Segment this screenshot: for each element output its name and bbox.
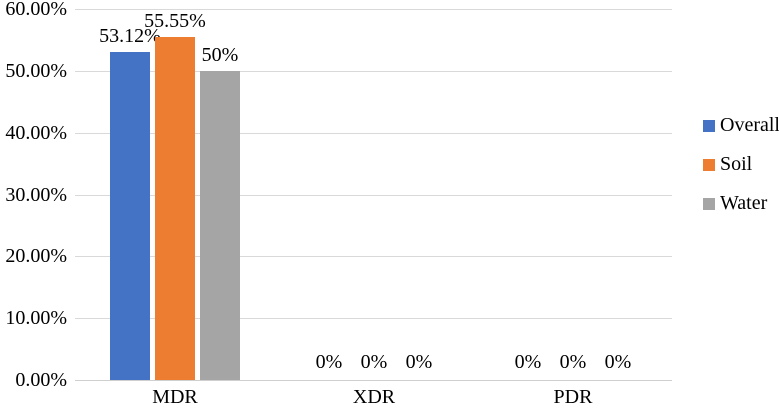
legend-label-soil: Soil — [720, 153, 753, 175]
legend-swatch-water — [703, 197, 715, 210]
x-axis-category-label: PDR — [553, 386, 593, 408]
legend-item-overall: Overall — [703, 114, 779, 137]
y-axis-tick-label: 40.00% — [5, 122, 67, 144]
y-axis-tick-label: 10.00% — [5, 307, 67, 329]
x-axis-category-label: XDR — [352, 386, 396, 408]
gridline — [75, 9, 672, 10]
legend-item-water: Water — [703, 192, 779, 215]
gridline — [75, 195, 672, 196]
y-axis-tick-label: 20.00% — [5, 245, 67, 267]
bar-water-mdr — [200, 71, 240, 380]
y-axis-tick-label: 30.00% — [5, 184, 67, 206]
data-label-soil-pdr: 0% — [559, 351, 587, 373]
data-label-overall-pdr: 0% — [514, 351, 542, 373]
x-axis-category-label: MDR — [152, 386, 198, 408]
bar-overall-mdr — [110, 52, 150, 380]
legend: Overall Soil Water — [703, 114, 779, 231]
data-label-overall-xdr: 0% — [315, 351, 343, 373]
legend-label-water: Water — [720, 192, 768, 214]
legend-swatch-soil — [703, 158, 715, 171]
gridline — [75, 133, 672, 134]
data-label-overall-mdr: 53.12% — [99, 25, 161, 47]
data-label-water-mdr: 50% — [201, 44, 239, 66]
y-axis-tick-label: 0.00% — [15, 369, 67, 391]
bar-soil-mdr — [155, 37, 195, 380]
data-label-water-xdr: 0% — [405, 351, 433, 373]
gridline — [75, 256, 672, 257]
x-axis-line — [75, 380, 672, 381]
data-label-water-pdr: 0% — [604, 351, 632, 373]
y-axis-tick-label: 50.00% — [5, 60, 67, 82]
y-axis-tick-label: 60.00% — [5, 0, 67, 20]
gridline — [75, 71, 672, 72]
gridline — [75, 318, 672, 319]
data-label-soil-mdr: 55.55% — [144, 10, 206, 32]
legend-label-overall: Overall — [720, 114, 779, 136]
legend-item-soil: Soil — [703, 153, 779, 176]
legend-swatch-overall — [703, 119, 715, 132]
data-label-soil-xdr: 0% — [360, 351, 388, 373]
